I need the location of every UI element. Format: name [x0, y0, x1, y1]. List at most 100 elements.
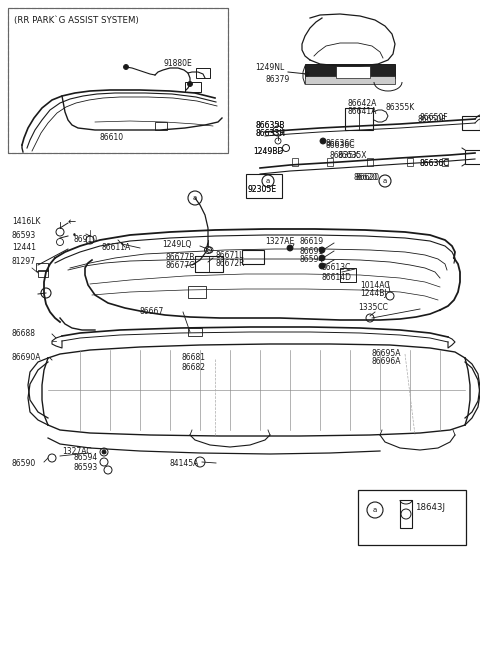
Text: 1249NL: 1249NL	[255, 63, 284, 72]
Text: 1014AC: 1014AC	[360, 280, 390, 289]
Text: 86593: 86593	[12, 231, 36, 239]
Text: 86677C: 86677C	[165, 261, 194, 269]
Text: 86379: 86379	[265, 76, 289, 85]
Text: 86650F: 86650F	[420, 113, 449, 123]
Text: 86636C: 86636C	[326, 140, 356, 149]
Bar	[195, 256, 209, 272]
Bar	[188, 328, 202, 336]
Text: 81297: 81297	[12, 256, 36, 265]
Text: 86650F: 86650F	[418, 115, 446, 123]
Circle shape	[123, 65, 129, 70]
Bar	[305, 76, 395, 84]
Circle shape	[319, 255, 325, 261]
Circle shape	[367, 502, 383, 518]
Text: 86613C: 86613C	[322, 263, 351, 273]
Text: 86633H: 86633H	[255, 130, 285, 138]
Text: 91880E: 91880E	[163, 59, 192, 68]
Text: 86611A: 86611A	[102, 243, 131, 252]
Text: 86633H: 86633H	[255, 128, 285, 138]
Text: 86671L: 86671L	[216, 250, 244, 259]
Text: 86641A: 86641A	[348, 108, 377, 117]
Text: ←: ←	[68, 217, 76, 227]
Text: 1244BJ: 1244BJ	[360, 289, 386, 299]
Text: 86636C: 86636C	[420, 160, 449, 168]
Bar	[336, 66, 370, 78]
Bar	[340, 268, 356, 282]
Text: (RR PARK`G ASSIST SYSTEM): (RR PARK`G ASSIST SYSTEM)	[14, 16, 139, 25]
Text: 86667: 86667	[140, 308, 164, 316]
Bar	[462, 116, 480, 130]
Text: 86635B: 86635B	[255, 121, 284, 130]
Text: 86610: 86610	[100, 134, 124, 143]
Circle shape	[188, 191, 202, 205]
Bar	[367, 158, 373, 166]
Bar	[36, 263, 48, 271]
Text: 1327AE: 1327AE	[265, 237, 294, 246]
Text: 86642A: 86642A	[348, 98, 377, 108]
Text: 86594: 86594	[300, 256, 324, 265]
Bar	[327, 158, 333, 166]
Text: 1327AC: 1327AC	[62, 447, 92, 456]
Text: a: a	[383, 178, 387, 184]
Text: 86635X: 86635X	[330, 151, 360, 160]
Text: 86594: 86594	[74, 454, 98, 462]
Bar	[185, 82, 201, 92]
Text: 86636C: 86636C	[325, 140, 355, 149]
Text: 86635X: 86635X	[338, 151, 368, 160]
Bar	[465, 150, 480, 164]
Text: 86682: 86682	[182, 363, 206, 372]
Bar	[155, 122, 167, 130]
Bar	[442, 158, 448, 166]
Circle shape	[287, 245, 293, 251]
Text: 92305E: 92305E	[248, 186, 277, 194]
Text: 92305E: 92305E	[247, 186, 276, 194]
Text: 86614D: 86614D	[322, 273, 352, 282]
Text: •: •	[72, 231, 77, 239]
Bar	[246, 174, 282, 198]
Text: 86590: 86590	[12, 458, 36, 467]
Text: a: a	[193, 195, 197, 201]
Text: 86619: 86619	[300, 237, 324, 246]
Bar	[195, 256, 223, 272]
Text: 1249BD: 1249BD	[253, 147, 283, 156]
Bar	[358, 490, 466, 545]
Circle shape	[102, 450, 106, 454]
Bar	[400, 500, 412, 528]
Circle shape	[379, 175, 391, 187]
Bar	[292, 158, 298, 166]
Text: 86691: 86691	[300, 246, 324, 256]
Bar	[8, 8, 228, 153]
Text: 86688: 86688	[12, 329, 36, 338]
Bar	[345, 108, 359, 130]
Circle shape	[188, 82, 192, 87]
Circle shape	[262, 175, 274, 187]
Bar	[188, 286, 206, 298]
Bar	[38, 270, 48, 277]
Text: 86593: 86593	[74, 462, 98, 471]
Text: 1416LK: 1416LK	[12, 218, 40, 226]
Text: 86635B: 86635B	[255, 121, 284, 130]
Circle shape	[320, 138, 326, 144]
Text: 86696A: 86696A	[372, 357, 401, 366]
Text: 1335CC: 1335CC	[358, 303, 388, 312]
Bar	[196, 68, 210, 78]
Text: 12441: 12441	[12, 243, 36, 252]
Text: 86636C: 86636C	[420, 158, 449, 168]
Text: 86677B: 86677B	[165, 252, 194, 261]
Text: 86355K: 86355K	[385, 104, 414, 113]
Circle shape	[305, 72, 309, 76]
Text: 86620: 86620	[353, 173, 377, 183]
Bar	[305, 64, 395, 78]
Text: 1249LQ: 1249LQ	[162, 239, 192, 248]
Text: 86672R: 86672R	[216, 258, 245, 267]
Bar	[345, 108, 373, 130]
Circle shape	[319, 263, 325, 269]
Text: 18643J: 18643J	[415, 503, 445, 512]
Text: 86910: 86910	[74, 235, 98, 244]
Text: 86620: 86620	[356, 173, 380, 181]
Text: 1249BD: 1249BD	[253, 147, 283, 156]
Text: a: a	[373, 507, 377, 513]
Bar	[242, 250, 264, 264]
Text: a: a	[266, 178, 270, 184]
Text: 86681: 86681	[182, 353, 206, 363]
